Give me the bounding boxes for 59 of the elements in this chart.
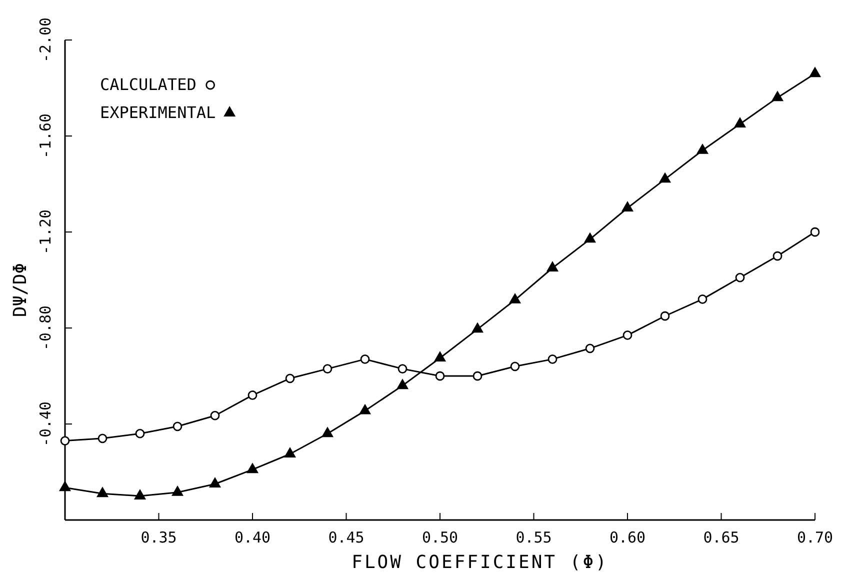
y-tick-label: -0.40 (36, 401, 54, 447)
x-tick-label: 0.70 (796, 528, 834, 546)
point (435, 371, 445, 381)
x-axis-title: FLOW COEFFICIENT (Φ) (352, 552, 608, 573)
x-tick-label: 0.60 (609, 528, 646, 546)
point (360, 354, 370, 364)
point (398, 364, 408, 374)
point (134, 490, 146, 500)
point (246, 463, 258, 474)
legend-label: CALCULATED (100, 75, 196, 94)
y-tick-label: -2.00 (36, 17, 54, 63)
point (584, 232, 596, 243)
point (359, 404, 371, 414)
legend-label: EXPERIMENTAL (100, 103, 216, 122)
x-tick-label: 0.65 (703, 528, 740, 546)
point (210, 410, 220, 420)
y-tick-label: -1.20 (36, 209, 54, 255)
point (209, 478, 221, 488)
point (96, 487, 108, 498)
point (809, 67, 821, 78)
point (472, 371, 482, 381)
point (735, 272, 745, 282)
point (60, 436, 70, 446)
point (772, 91, 784, 102)
x-tick-label: 0.45 (328, 528, 364, 546)
point (248, 390, 258, 400)
point (472, 322, 484, 333)
point (659, 172, 671, 183)
point (510, 362, 520, 372)
point (59, 481, 71, 492)
point (322, 364, 332, 374)
point (546, 262, 558, 272)
point (135, 428, 145, 438)
point (509, 294, 521, 304)
point (548, 354, 558, 364)
point (772, 251, 782, 261)
point (810, 227, 820, 237)
point (322, 427, 334, 438)
point (734, 118, 746, 128)
point (284, 448, 296, 458)
y-tick-label: -1.60 (36, 113, 54, 159)
x-tick-label: 0.55 (516, 528, 552, 546)
point (98, 434, 108, 444)
y-axis-title: DΨ/DΦ (10, 262, 31, 318)
point (622, 330, 632, 340)
point (285, 374, 295, 384)
point (434, 352, 446, 362)
point (396, 379, 408, 390)
point (696, 144, 708, 154)
point (622, 202, 634, 212)
x-tick-label: 0.35 (140, 528, 177, 546)
point (172, 486, 184, 496)
point (172, 422, 182, 432)
point (585, 344, 595, 354)
point (698, 294, 708, 304)
x-tick-label: 0.40 (234, 528, 271, 546)
x-tick-label: 0.50 (422, 528, 458, 546)
point (660, 311, 670, 321)
y-tick-label: -0.80 (36, 305, 54, 351)
